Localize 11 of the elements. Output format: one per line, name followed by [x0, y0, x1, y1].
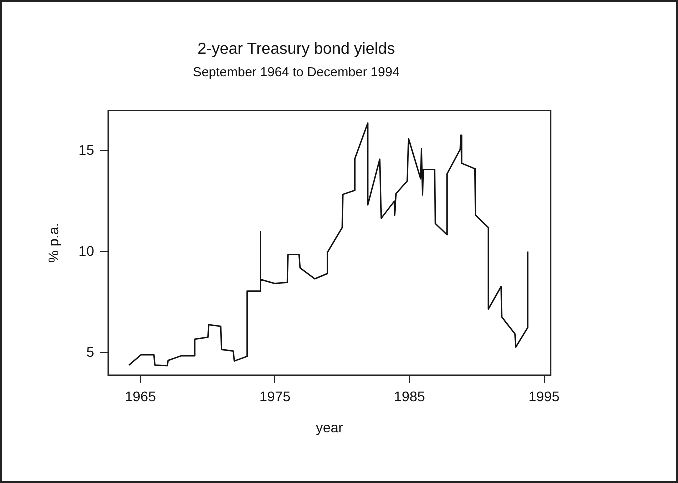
x-tick-label: 1975 [260, 388, 291, 405]
y-tick-label: 10 [78, 243, 95, 260]
x-axis-title: year [316, 419, 344, 436]
x-tick-label: 1965 [125, 388, 156, 405]
y-tick-label: 15 [78, 142, 95, 158]
x-tick-label: 1995 [528, 388, 560, 405]
x-tick-label: 1985 [394, 388, 426, 405]
y-tick-label: 5 [86, 344, 95, 360]
chart-title: 2-year Treasury bond yields [198, 41, 396, 58]
chart-subtitle: September 1964 to December 1994 [193, 64, 400, 80]
y-axis-title: % p.a. [45, 223, 62, 263]
